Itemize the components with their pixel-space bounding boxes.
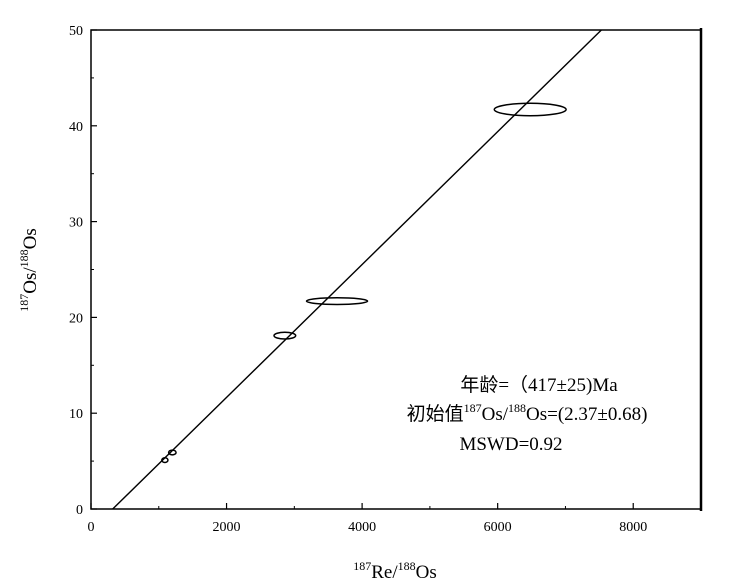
- y-tick-label: 50: [69, 24, 83, 39]
- data-ellipses: [161, 102, 567, 464]
- x-tick-label: 4000: [348, 520, 376, 535]
- data-point-ellipse: [167, 449, 177, 456]
- x-tick-label: 2000: [213, 520, 241, 535]
- annotation-age: 年龄=（417±25)Ma: [460, 374, 618, 396]
- y-tick-label: 30: [69, 216, 83, 231]
- y-axis-ticks: 0 10 20 30 40 50: [69, 24, 97, 518]
- plot-frame: [90, 28, 703, 511]
- annotation-initial-ratio: 初始值187Os/188Os=(2.37±0.68): [407, 401, 648, 425]
- y-tick-label: 40: [69, 120, 83, 135]
- x-tick-label: 8000: [619, 520, 647, 535]
- data-point-ellipse: [305, 297, 369, 306]
- x-tick-label: 6000: [484, 520, 512, 535]
- data-point-ellipse: [273, 331, 297, 340]
- fit-line: [112, 29, 602, 510]
- data-point-ellipse: [493, 102, 567, 117]
- y-tick-label: 0: [76, 503, 83, 518]
- annotation-mswd: MSWD=0.92: [459, 434, 562, 455]
- y-axis-label: 187Os/188Os: [17, 228, 41, 312]
- x-axis-label: 187Re/188Os: [353, 559, 437, 583]
- x-tick-label: 0: [88, 520, 95, 535]
- isochron-fit-line: [112, 29, 602, 510]
- data-point-ellipse: [161, 456, 169, 464]
- y-tick-label: 10: [69, 407, 83, 422]
- plot-area-border: [90, 29, 702, 510]
- y-tick-label: 20: [69, 311, 83, 326]
- x-axis-ticks: 0 2000 4000 6000 8000: [88, 503, 647, 535]
